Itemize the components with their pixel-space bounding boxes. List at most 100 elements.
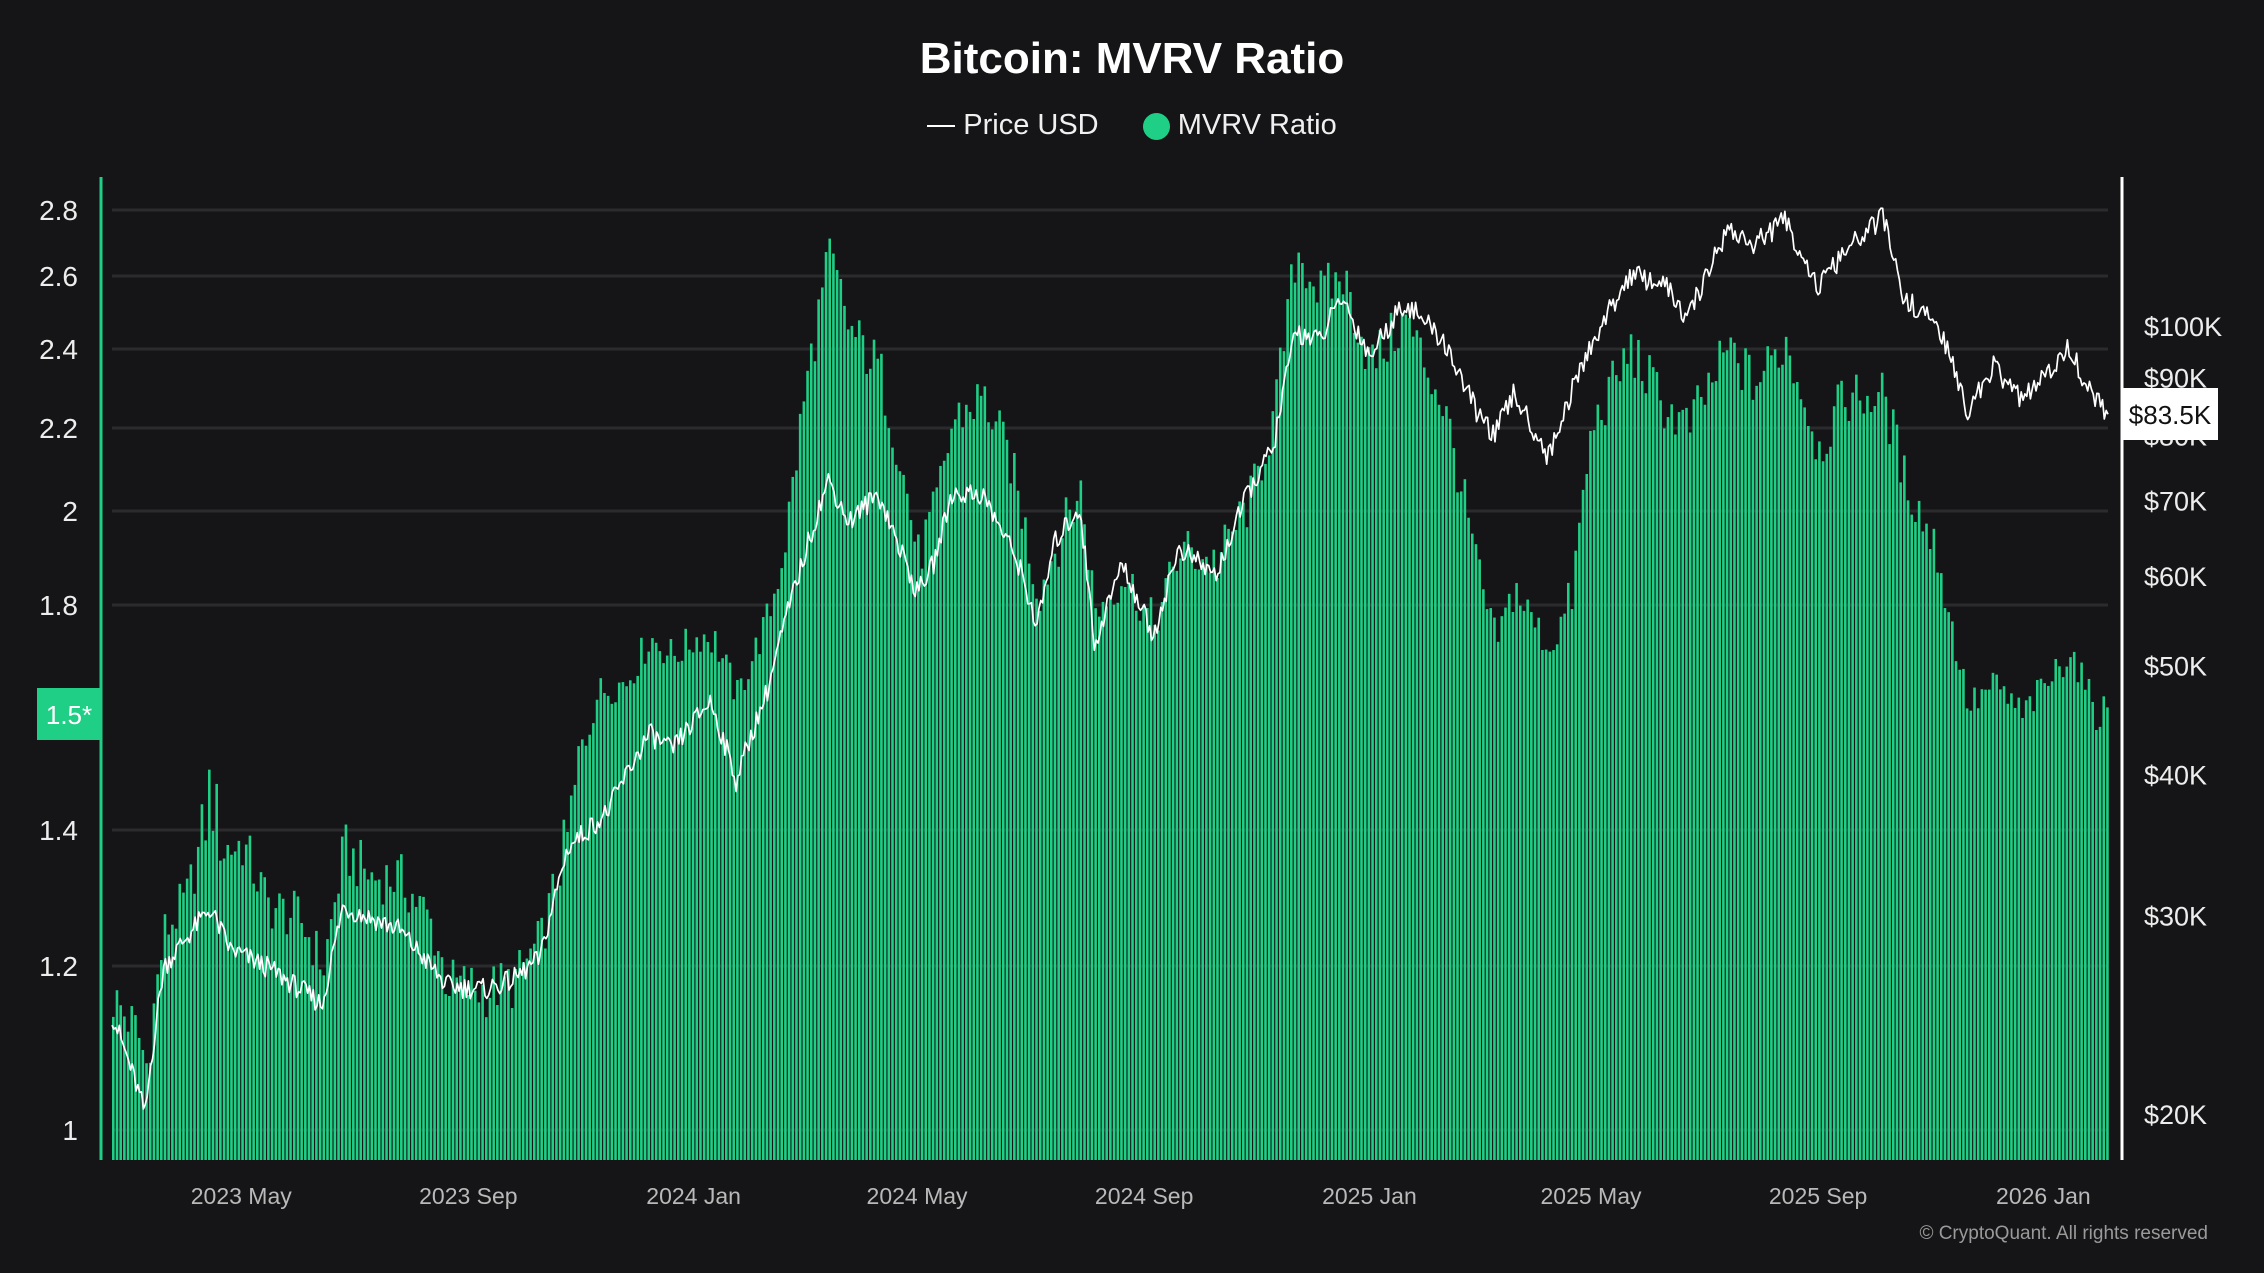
mvrv-bar xyxy=(411,893,414,1160)
mvrv-bar xyxy=(1190,547,1193,1160)
y-left-tick-label: 2.4 xyxy=(39,334,78,365)
mvrv-bar xyxy=(913,541,916,1160)
mvrv-bar xyxy=(1718,340,1721,1161)
mvrv-bar xyxy=(1264,463,1267,1160)
mvrv-bar xyxy=(1035,598,1038,1160)
mvrv-bar xyxy=(721,658,724,1160)
mvrv-bar xyxy=(1031,584,1035,1160)
mvrv-bar xyxy=(950,428,953,1160)
y-left-tick-label: 2.8 xyxy=(39,195,78,226)
mvrv-bar xyxy=(942,460,946,1160)
mvrv-bar xyxy=(2043,683,2046,1160)
mvrv-bar xyxy=(444,994,447,1160)
mvrv-bar xyxy=(920,568,924,1160)
mvrv-bar xyxy=(706,641,710,1160)
mvrv-bar xyxy=(677,661,680,1160)
mvrv-bar xyxy=(1149,597,1153,1160)
mvrv-bar xyxy=(366,879,370,1160)
mvrv-bar xyxy=(1807,426,1810,1160)
mvrv-bar xyxy=(699,651,702,1160)
mvrv-bar xyxy=(1648,355,1651,1160)
mvrv-bar xyxy=(1570,609,1574,1160)
mvrv-bar xyxy=(1356,342,1360,1160)
mvrv-bar xyxy=(1666,417,1670,1160)
mvrv-bar xyxy=(1094,608,1097,1160)
mvrv-bar xyxy=(1618,381,1622,1161)
mvrv-bar xyxy=(780,568,783,1160)
mvrv-bar xyxy=(1430,394,1433,1160)
mvrv-bar xyxy=(765,603,769,1160)
mvrv-bar xyxy=(1537,617,1541,1160)
mvrv-bar xyxy=(1441,416,1445,1161)
mvrv-bar xyxy=(1651,367,1655,1160)
mvrv-bar xyxy=(636,675,639,1160)
mvrv-bar xyxy=(1592,430,1596,1160)
mvrv-bar xyxy=(876,358,880,1161)
mvrv-bar xyxy=(503,976,507,1160)
mvrv-bar xyxy=(1267,455,1271,1160)
mvrv-bar xyxy=(1692,399,1696,1160)
mvrv-bar xyxy=(1555,644,1559,1160)
axes: 2.82.62.42.221.81.5*1.41.21$100K$90K$80K… xyxy=(37,177,2222,1209)
mvrv-bar xyxy=(1773,349,1777,1160)
mvrv-bar xyxy=(355,886,359,1160)
mvrv-bar xyxy=(208,769,211,1160)
mvrv-bar xyxy=(318,969,322,1160)
mvrv-bar xyxy=(1142,605,1145,1160)
mvrv-bar xyxy=(691,652,695,1160)
mvrv-bar xyxy=(776,588,780,1160)
mvrv-bar xyxy=(237,840,241,1160)
legend-item-mvrv[interactable]: MVRV Ratio xyxy=(1142,109,1337,142)
mvrv-bar xyxy=(2017,697,2021,1160)
mvrv-bar xyxy=(1788,355,1792,1160)
mvrv-bar xyxy=(1367,347,1371,1160)
legend: Price USD MVRV Ratio xyxy=(0,108,2264,142)
mvrv-bar xyxy=(2013,707,2017,1160)
mvrv-bar xyxy=(340,836,344,1160)
mvrv-bar xyxy=(1895,424,1899,1160)
mvrv-bar xyxy=(891,447,894,1161)
mvrv-bar xyxy=(451,959,455,1160)
x-tick-label: 2024 May xyxy=(867,1183,969,1209)
mvrv-bar xyxy=(1253,463,1256,1160)
mvrv-bar xyxy=(1286,299,1289,1160)
mvrv-bar xyxy=(536,921,540,1160)
mvrv-bar xyxy=(1068,509,1072,1160)
mvrv-bar xyxy=(917,534,920,1160)
mvrv-bar xyxy=(2098,726,2102,1160)
mvrv-bar xyxy=(662,663,665,1160)
mvrv-bar xyxy=(1345,270,1349,1161)
mvrv-bar xyxy=(1596,404,1600,1160)
legend-item-price[interactable]: Price USD xyxy=(927,109,1099,142)
mvrv-bar xyxy=(285,934,289,1160)
mvrv-bar xyxy=(577,746,580,1160)
mvrv-bar xyxy=(1212,549,1216,1160)
y-right-tick-label: $60K xyxy=(2144,562,2207,592)
mvrv-bar xyxy=(551,873,555,1160)
mvrv-bar xyxy=(1146,608,1149,1160)
mvrv-bar xyxy=(1541,650,1544,1160)
mvrv-bar xyxy=(1001,421,1005,1160)
mvrv-bar xyxy=(507,969,510,1160)
mvrv-bar xyxy=(1242,502,1245,1160)
mvrv-bar xyxy=(1762,370,1766,1160)
line-swatch-icon xyxy=(927,125,956,128)
mvrv-bar xyxy=(1319,270,1323,1161)
mvrv-bar xyxy=(1419,337,1422,1160)
mvrv-bar xyxy=(1478,559,1481,1160)
mvrv-bar xyxy=(1755,385,1758,1160)
mvrv-bar xyxy=(1042,579,1046,1160)
mvrv-bar xyxy=(584,745,588,1160)
mvrv-bar xyxy=(1422,367,1426,1161)
mvrv-bar xyxy=(987,422,990,1160)
mvrv-bar xyxy=(887,428,891,1160)
mvrv-bar xyxy=(928,511,931,1160)
mvrv-bar xyxy=(743,690,747,1160)
mvrv-bar xyxy=(115,990,119,1160)
mvrv-bar xyxy=(1847,420,1851,1161)
mvrv-bar xyxy=(248,835,252,1160)
mvrv-bar xyxy=(1179,558,1182,1160)
mvrv-bar xyxy=(1725,350,1729,1161)
mvrv-bar xyxy=(1105,606,1108,1160)
